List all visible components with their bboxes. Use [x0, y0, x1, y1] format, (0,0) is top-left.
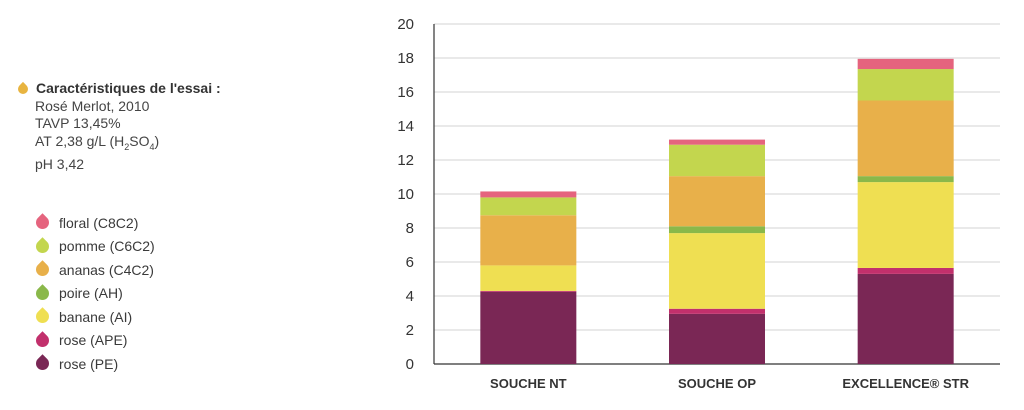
legend-item: rose (APE): [33, 329, 155, 353]
x-category-label: SOUCHE NT: [490, 376, 567, 391]
legend-item: banane (AI): [33, 305, 155, 329]
y-tick-label: 18: [397, 50, 414, 67]
legend-label: rose (APE): [59, 332, 128, 349]
y-tick-label: 14: [397, 118, 414, 135]
legend-label: ananas (C4C2): [59, 261, 154, 278]
trial-info-title: Caractéristiques de l'essai :: [36, 80, 221, 96]
legend-item: ananas (C4C2): [33, 258, 155, 282]
bar-segment: [669, 176, 765, 227]
y-tick-label: 16: [397, 84, 414, 101]
y-tick-label: 10: [397, 186, 414, 203]
y-tick-label: 6: [406, 254, 414, 271]
bar-segment: [669, 308, 765, 314]
x-category-label: SOUCHE OP: [678, 376, 756, 391]
acidity-suffix: ): [154, 132, 160, 149]
bar-segment: [669, 233, 765, 309]
legend-item: rose (PE): [33, 352, 155, 376]
legend-item: floral (C8C2): [33, 211, 155, 235]
bar-segment: [669, 226, 765, 234]
trial-info: Caractéristiques de l'essai : Rosé Merlo…: [15, 80, 221, 173]
bar-segment: [857, 176, 954, 183]
bar-segment: [480, 290, 577, 292]
acidity-sub-2: 4: [149, 141, 155, 152]
bar-segment: [480, 197, 577, 216]
bar-segment: [480, 215, 577, 266]
ph-line: pH 3,42: [35, 155, 85, 172]
legend-label: banane (AI): [59, 308, 133, 325]
acidity-sub-1: 2: [124, 141, 130, 152]
bar-segment: [857, 69, 954, 101]
bar-segment: [480, 191, 577, 198]
bar-segment: [857, 182, 954, 268]
legend-label: poire (AH): [59, 285, 123, 302]
y-tick-label: 8: [406, 220, 414, 237]
legend-label: floral (C8C2): [59, 214, 139, 231]
y-tick-label: 2: [406, 322, 414, 339]
acidity-prefix: AT 2,38 g/L (H: [35, 132, 125, 149]
legend-item: poire (AH): [33, 282, 155, 306]
bar-segment: [669, 139, 765, 145]
legend-item: pomme (C6C2): [33, 235, 155, 259]
acidity-line: AT 2,38 g/L (H2SO4): [18, 133, 221, 156]
chart-legend: floral (C8C2) pomme (C6C2) ananas (C4C2) po…: [33, 211, 155, 376]
bar-segment: [669, 144, 765, 177]
y-tick-label: 20: [397, 16, 414, 33]
legend-label: rose (PE): [59, 355, 119, 372]
bar-segment: [480, 265, 577, 291]
bar-segment: [480, 291, 577, 364]
bar-segment: [857, 273, 954, 364]
trial-info-title-row: Caractéristiques de l'essai :: [15, 80, 221, 98]
bar-segment: [857, 100, 954, 177]
legend-label: pomme (C6C2): [59, 238, 155, 255]
y-tick-label: 12: [397, 152, 414, 169]
acidity-mid: SO: [129, 132, 150, 149]
tavp-line: TAVP 13,45%: [35, 115, 121, 131]
x-category-label: EXCELLENCE® STR: [842, 376, 969, 391]
bar-segment: [669, 313, 765, 364]
bar-segment: [857, 267, 954, 274]
y-tick-label: 0: [406, 356, 414, 373]
wine-line: Rosé Merlot, 2010: [35, 97, 150, 114]
y-tick-label: 4: [406, 288, 414, 305]
bar-segment: [857, 58, 954, 70]
